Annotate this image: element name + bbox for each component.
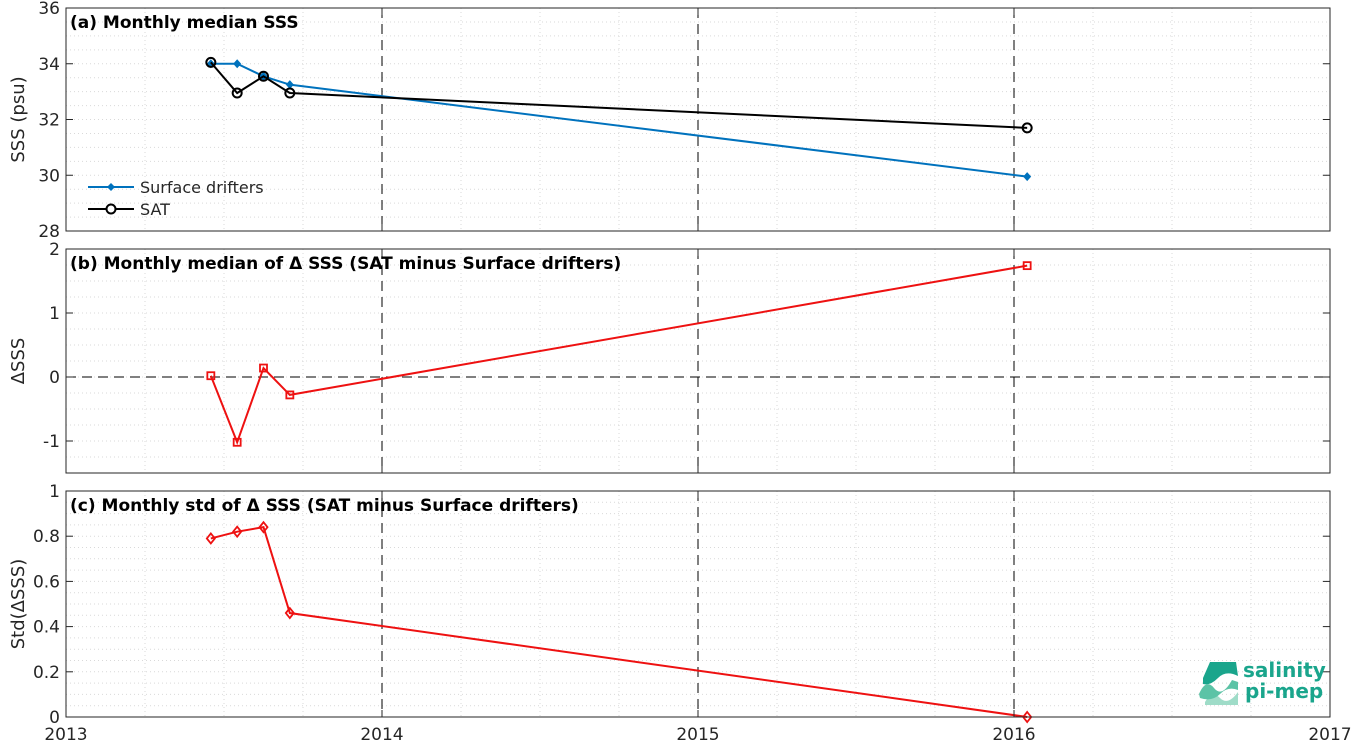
data-point-delta xyxy=(259,363,268,373)
y-tick-label: 0.4 xyxy=(33,618,60,638)
data-point-sat xyxy=(1021,122,1033,134)
data-point-sat xyxy=(258,70,269,82)
panel-c: 0 0.2 0.4 0.6 0.8 1 Std(ΔSSS) (c) Monthly std… xyxy=(8,482,1331,728)
x-tick-label: 2014 xyxy=(360,725,403,745)
panel-c-ticks: 0 0.2 0.4 0.6 0.8 1 xyxy=(33,482,1331,728)
x-tick-label: 2016 xyxy=(992,725,1035,745)
panel-b-grid xyxy=(66,248,1330,474)
panel-a-ticks: 28 30 32 34 36 xyxy=(38,0,1331,242)
x-tick-labels: 2013 2014 2015 2016 2017 xyxy=(44,725,1351,745)
data-point-delta xyxy=(205,532,216,545)
data-point-delta xyxy=(284,606,295,620)
wave-icon xyxy=(1199,662,1238,705)
y-tick-label: 1 xyxy=(49,482,60,502)
data-point-sat xyxy=(231,87,243,99)
y-tick-label: 0 xyxy=(49,368,60,388)
panel-a-grid xyxy=(66,7,1330,232)
data-point-delta xyxy=(285,390,295,400)
data-point-drifters xyxy=(1023,172,1032,182)
panel-c-title: (c) Monthly std of Δ SSS (SAT minus Surf… xyxy=(70,496,579,516)
y-tick-label: 0.8 xyxy=(33,527,60,547)
legend-marker-drifters xyxy=(107,183,115,191)
panel-a-title: (a) Monthly median SSS xyxy=(70,13,299,33)
panel-b-ticks: -1 0 1 2 xyxy=(43,240,1331,473)
legend-marker-sat xyxy=(105,203,117,215)
data-point-drifters xyxy=(233,59,242,69)
y-tick-label: 0.6 xyxy=(33,572,60,592)
data-point-delta xyxy=(232,437,242,447)
y-tick-label: 2 xyxy=(49,240,60,260)
data-point-sat xyxy=(205,56,217,68)
y-tick-label: 1 xyxy=(49,304,60,324)
panel-b-series-line-delta xyxy=(209,264,1028,446)
data-point-delta xyxy=(206,371,216,381)
y-tick-label: 32 xyxy=(38,111,60,131)
x-tick-label: 2015 xyxy=(676,725,719,745)
y-tick-label: 0.2 xyxy=(33,663,60,683)
y-tick-label: 34 xyxy=(38,55,60,75)
panel-b: -1 0 1 2 ΔSSS (b) Monthly median of Δ SSS (… xyxy=(8,240,1331,474)
panel-b-series xyxy=(206,261,1032,447)
legend-label-sat: SAT xyxy=(140,200,170,219)
panel-a: 28 30 32 34 36 SSS (psu) (a) Monthly median … xyxy=(8,0,1331,242)
data-point-sat xyxy=(284,87,296,99)
panel-c-grid xyxy=(66,490,1330,718)
panel-a-series xyxy=(205,56,1033,182)
logo-line-2: pi-mep xyxy=(1245,679,1323,703)
y-tick-label: 28 xyxy=(38,222,60,242)
data-point-delta xyxy=(1022,261,1032,271)
panel-b-title: (b) Monthly median of Δ SSS (SAT minus S… xyxy=(70,254,621,274)
panel-b-y-axis-label: ΔSSS xyxy=(8,338,29,385)
data-point-delta xyxy=(258,520,269,534)
y-tick-label: 30 xyxy=(38,166,60,186)
panel-a-series-line-sat xyxy=(210,61,1028,129)
panel-c-series-line-delta xyxy=(210,526,1028,718)
legend: Surface drifters SAT xyxy=(88,178,264,219)
x-tick-label: 2013 xyxy=(44,725,87,745)
panel-a-y-axis-label: SSS (psu) xyxy=(8,76,29,162)
panel-c-series xyxy=(205,520,1033,724)
salinity-pimep-logo: salinity pi-mep xyxy=(1199,658,1326,705)
y-tick-label: 0 xyxy=(49,708,60,728)
data-point-delta xyxy=(232,525,243,539)
panel-c-y-axis-label: Std(ΔSSS) xyxy=(8,559,29,650)
y-tick-label: 36 xyxy=(38,0,60,19)
legend-label-drifters: Surface drifters xyxy=(140,178,264,197)
x-tick-label: 2017 xyxy=(1308,725,1351,745)
y-tick-label: -1 xyxy=(43,432,60,452)
logo-line-1: salinity xyxy=(1243,658,1326,682)
data-point-drifters xyxy=(285,80,294,90)
data-point-delta xyxy=(1022,710,1033,724)
